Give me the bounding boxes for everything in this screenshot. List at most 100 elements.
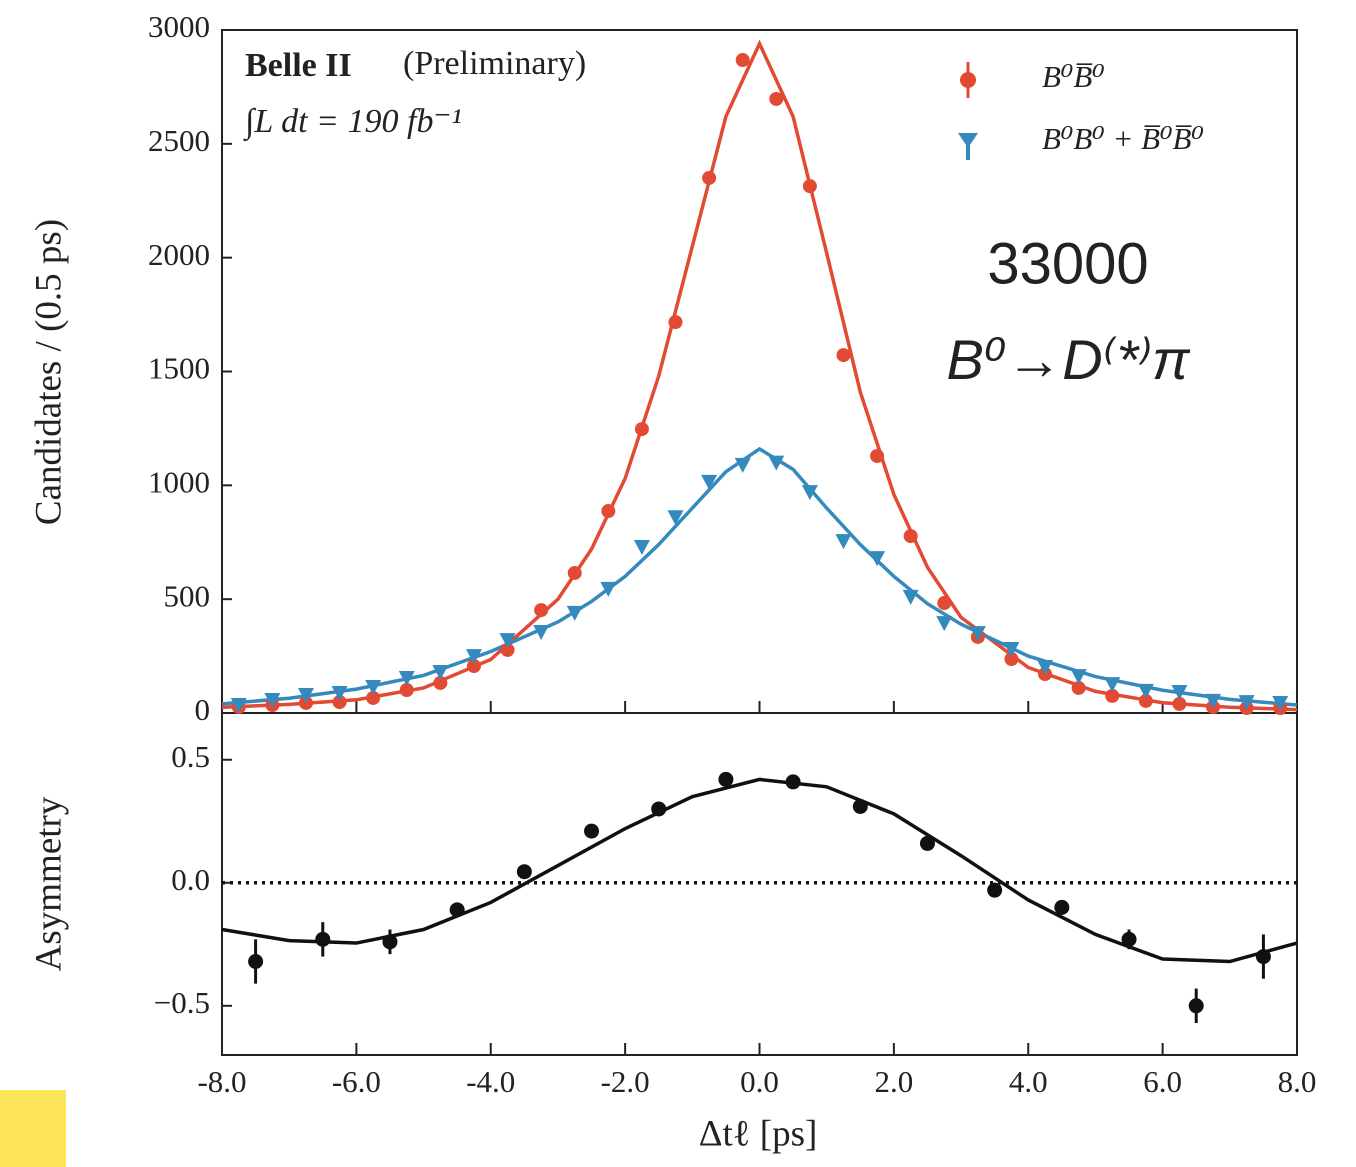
marker (667, 510, 684, 526)
marker (1171, 685, 1188, 701)
x-tick-label: 0.0 (740, 1064, 779, 1099)
y-axis-label: Asymmetry (28, 796, 69, 971)
marker (1003, 642, 1020, 658)
marker (449, 902, 465, 918)
marker (465, 649, 482, 665)
marker (1004, 652, 1019, 667)
x-tick-label: -6.0 (332, 1064, 381, 1099)
marker (1070, 669, 1087, 685)
marker (398, 670, 415, 686)
marker (936, 616, 953, 632)
marker (633, 540, 650, 556)
marker (1172, 696, 1187, 711)
marker (1205, 693, 1222, 709)
x-tick-label: 4.0 (1009, 1064, 1048, 1099)
experiment: Belle II (245, 47, 352, 84)
marker (903, 529, 918, 544)
marker (802, 179, 817, 194)
marker (331, 685, 348, 701)
x-tick-label: 8.0 (1278, 1064, 1317, 1099)
marker (1272, 695, 1289, 711)
marker (533, 624, 550, 640)
marker (1188, 998, 1204, 1014)
marker (734, 457, 751, 473)
marker (668, 315, 683, 330)
marker (466, 659, 481, 674)
marker (1037, 660, 1054, 676)
marker (315, 931, 331, 947)
marker (718, 771, 734, 787)
legend-marker (960, 72, 976, 88)
marker (567, 565, 582, 580)
marker (937, 596, 952, 611)
x-tick-label: 2.0 (875, 1064, 914, 1099)
marker (1054, 899, 1070, 915)
marker (230, 698, 247, 714)
marker (702, 170, 717, 185)
marker (785, 774, 801, 790)
y-tick-label: −0.5 (154, 985, 210, 1020)
y-tick-label: 0.5 (171, 739, 210, 774)
marker (1071, 680, 1086, 695)
fit-curve (221, 777, 1298, 964)
marker (836, 348, 851, 363)
marker (365, 680, 382, 696)
marker (566, 605, 583, 621)
marker (869, 551, 886, 567)
x-axis-label: Δtℓ [ps] (699, 1113, 818, 1154)
x-tick-label: -2.0 (601, 1064, 650, 1099)
preliminary: (Preliminary) (403, 45, 586, 82)
y-axis-label: Candidates / (0.5 ps) (28, 219, 69, 525)
y-tick-label: 1500 (148, 351, 210, 386)
legend-label: B⁰B̅⁰ (1042, 59, 1105, 94)
marker (902, 589, 919, 605)
y-tick-label: 1000 (148, 464, 210, 499)
marker (432, 665, 449, 681)
x-tick-label: -8.0 (197, 1064, 246, 1099)
y-tick-label: 0.0 (171, 862, 210, 897)
marker (1137, 683, 1154, 699)
x-tick-label: 6.0 (1143, 1064, 1182, 1099)
marker (500, 642, 515, 657)
count-note: 33000 (987, 231, 1148, 296)
marker (600, 581, 617, 597)
y-tick-label: 0 (195, 692, 211, 727)
marker (382, 934, 398, 950)
marker (1105, 688, 1120, 703)
marker (870, 448, 885, 463)
marker (651, 801, 667, 817)
marker (499, 633, 516, 649)
x-tick-label: -4.0 (466, 1064, 515, 1099)
marker (433, 675, 448, 690)
marker (534, 603, 549, 618)
marker (1104, 677, 1121, 693)
marker (768, 455, 785, 471)
marker (332, 695, 347, 710)
legend-label: B⁰B⁰ + B̅⁰B̅⁰ (1042, 121, 1204, 156)
marker (248, 954, 264, 970)
decay-note: B⁰→D⁽*⁾π (946, 328, 1191, 391)
marker (634, 422, 649, 437)
marker (969, 626, 986, 642)
y-tick-label: 500 (164, 578, 211, 613)
y-tick-label: 2500 (148, 123, 210, 158)
marker (264, 693, 281, 709)
marker (1121, 931, 1137, 947)
y-tick-label: 3000 (148, 9, 210, 44)
marker (601, 504, 616, 519)
marker (584, 823, 600, 839)
marker (919, 835, 935, 851)
fit-curve (221, 446, 1298, 707)
marker (987, 882, 1003, 898)
marker (835, 534, 852, 550)
luminosity: ∫L dt = 190 fb⁻¹ (243, 103, 462, 142)
marker (852, 798, 868, 814)
marker (516, 864, 532, 880)
y-tick-label: 2000 (148, 237, 210, 272)
marker (701, 474, 718, 490)
marker (297, 688, 314, 704)
legend-marker (958, 133, 978, 160)
marker (1238, 695, 1255, 711)
marker (1138, 693, 1153, 708)
